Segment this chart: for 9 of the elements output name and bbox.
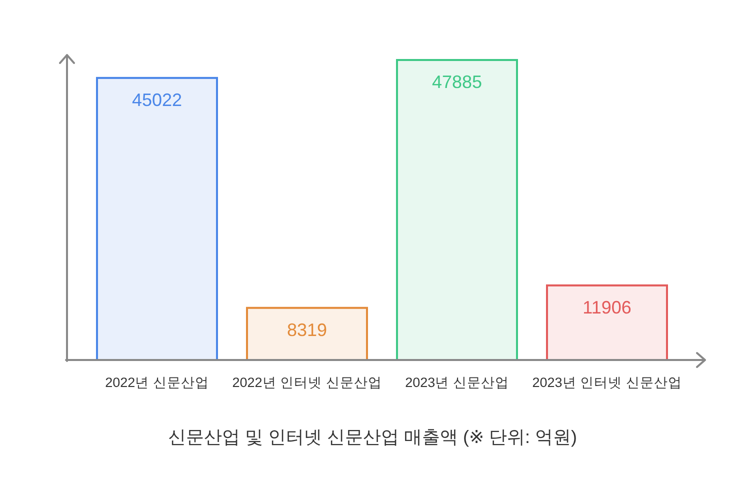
x-tick-label: 2023년 인터넷 신문산업	[532, 375, 682, 390]
title: 신문산업 및 인터넷 신문산업 매출액 (※ 단위: 억원)	[168, 427, 578, 447]
data-label: 45022	[132, 90, 182, 110]
data-label: 11906	[582, 297, 632, 318]
x-tick-label: 2022년 신문산업	[105, 375, 209, 390]
data-label: 8319	[286, 320, 328, 340]
x-tick-label: 2022년 인터넷 신문산업	[232, 375, 382, 390]
x-tick-label: 2023년 신문산업	[405, 375, 509, 390]
data-label: 47885	[432, 72, 482, 92]
